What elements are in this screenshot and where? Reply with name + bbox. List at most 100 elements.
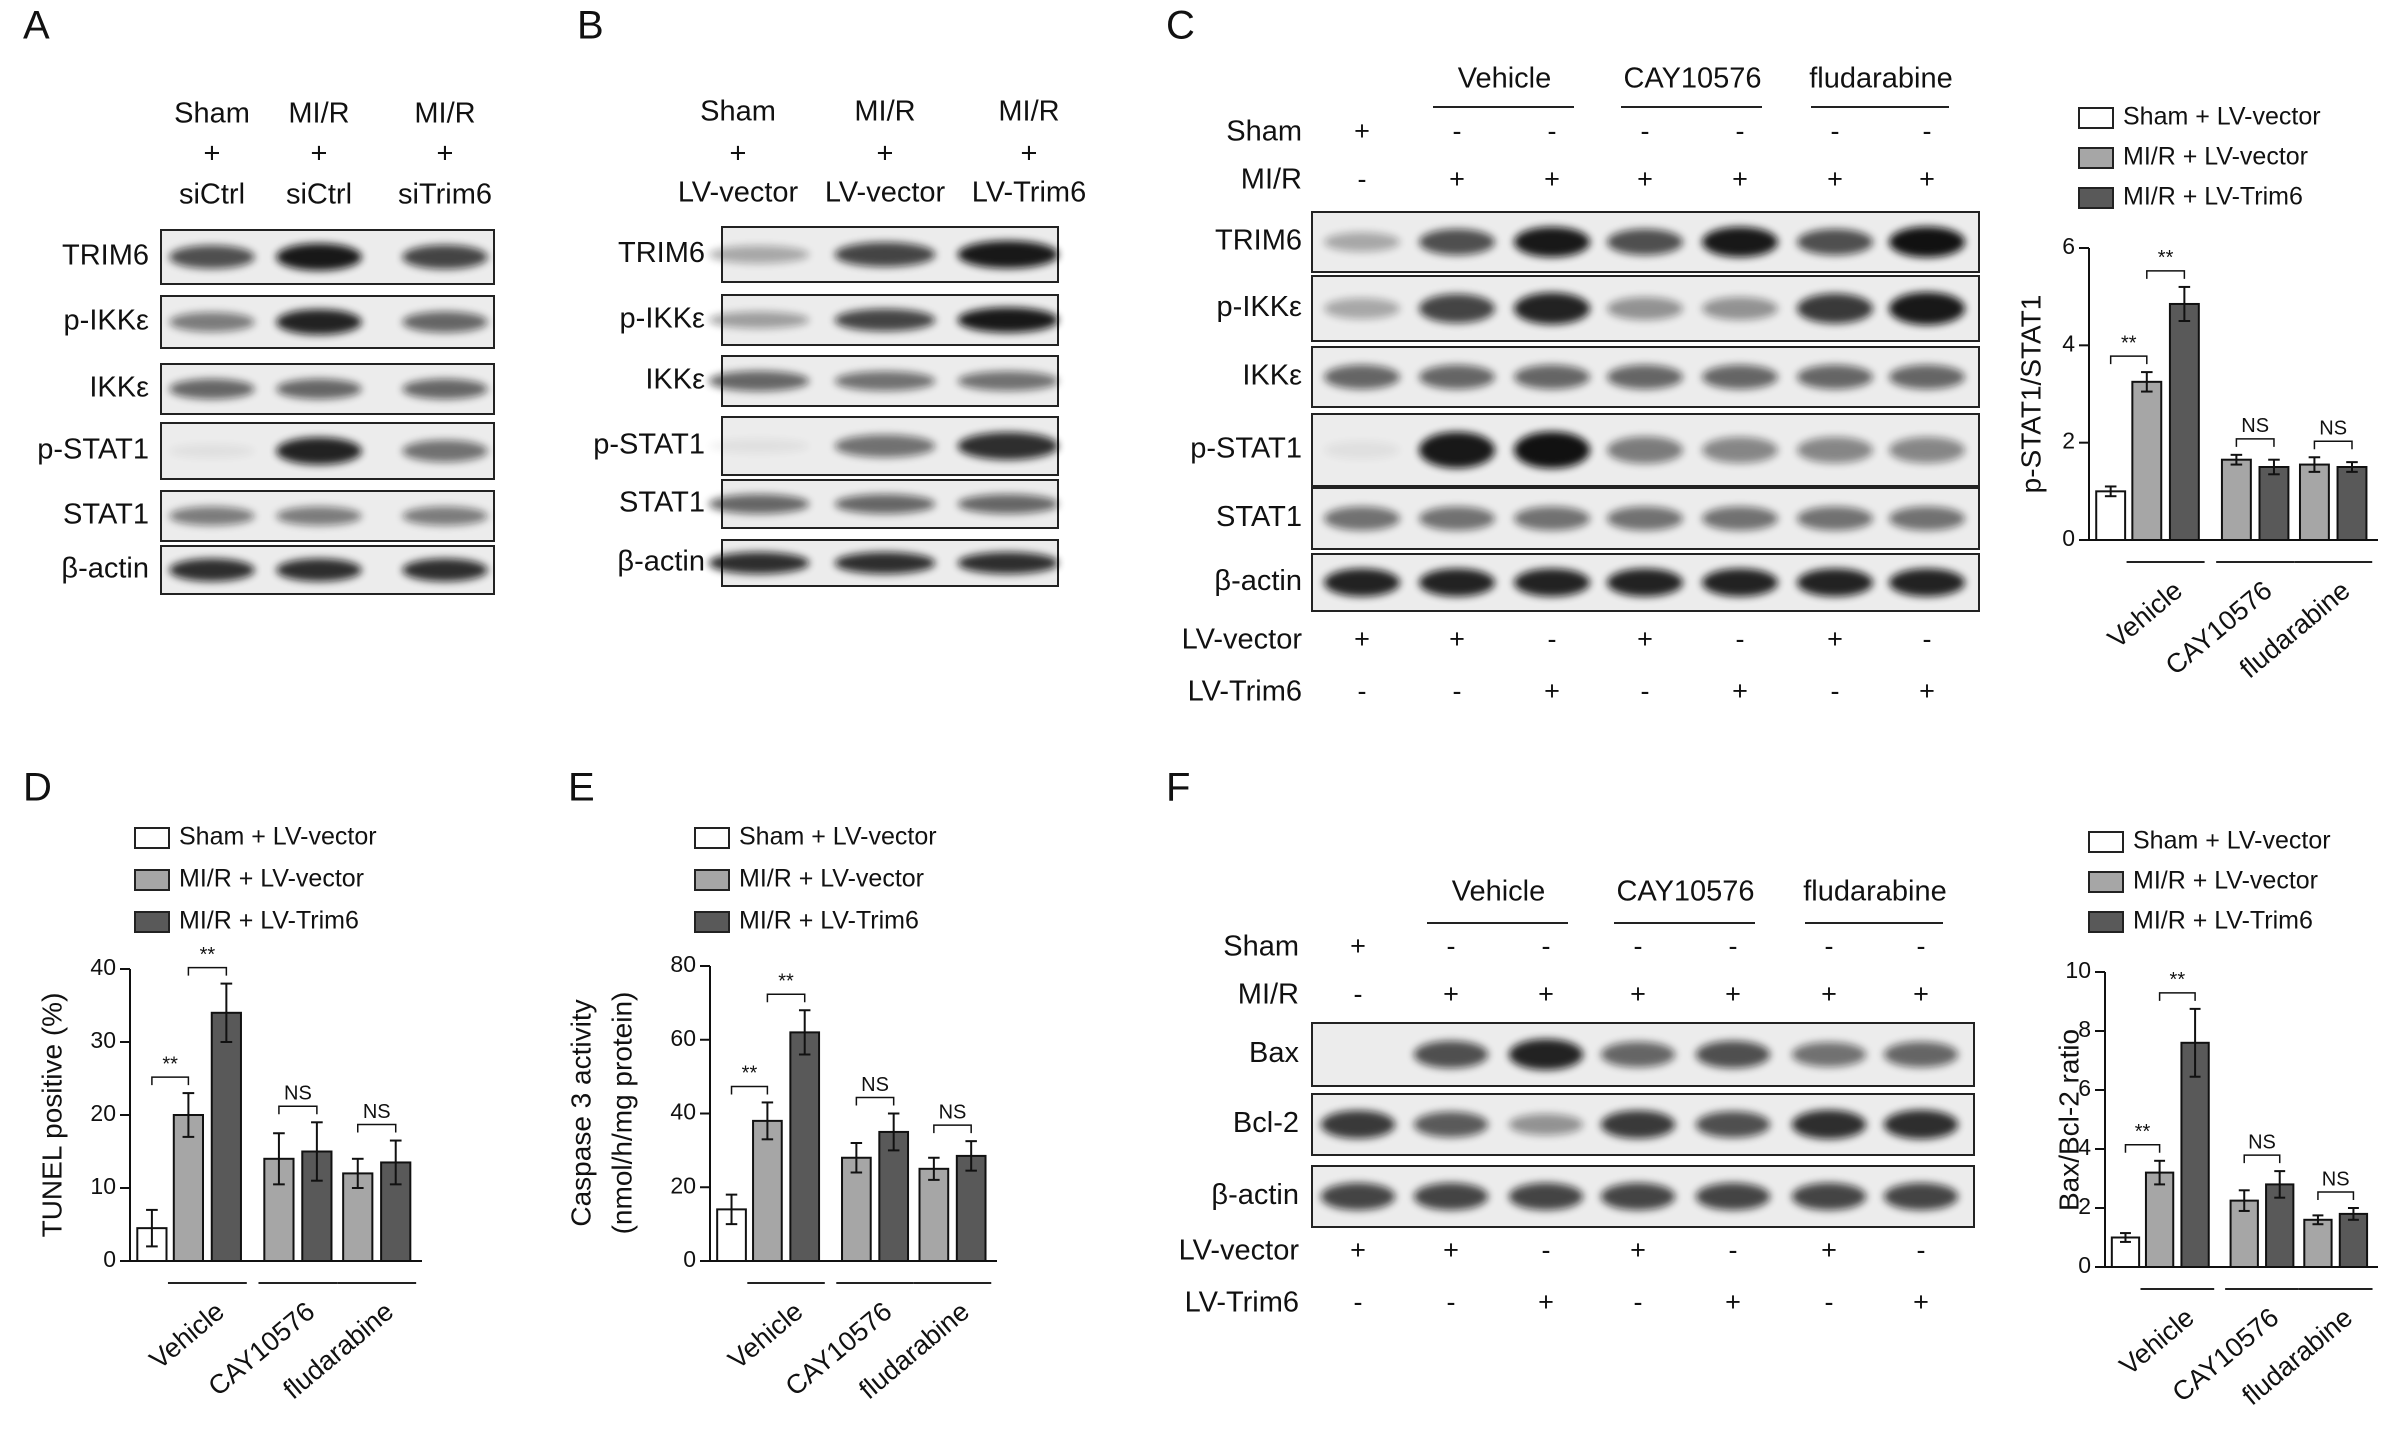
blot-band bbox=[1320, 1110, 1396, 1139]
blot-band bbox=[1702, 364, 1778, 390]
significance-label: NS bbox=[284, 1083, 312, 1105]
x-tick-label: Vehicle bbox=[2102, 575, 2188, 654]
row-label: TRIM6 bbox=[1215, 225, 1302, 257]
significance-label: NS bbox=[2322, 1168, 2350, 1190]
y-tick-label: 10 bbox=[2065, 957, 2091, 983]
condition-sign: - bbox=[1548, 624, 1557, 654]
row-label: p-IKKε bbox=[1217, 291, 1303, 323]
y-axis-label: (nmol/h/mg protein) bbox=[606, 992, 637, 1235]
condition-sign: + bbox=[1732, 164, 1748, 194]
legend-swatch bbox=[694, 827, 730, 849]
blot-band bbox=[276, 558, 362, 582]
blot-band bbox=[1600, 1110, 1676, 1139]
blot-band bbox=[1889, 364, 1965, 390]
condition-sign: - bbox=[1923, 116, 1932, 146]
panel-letter: F bbox=[1166, 766, 1190, 810]
blot-band bbox=[708, 311, 810, 329]
blot-band bbox=[708, 494, 810, 514]
condition-sign: - bbox=[1453, 116, 1462, 146]
blot-band bbox=[708, 438, 810, 454]
condition-sign: + bbox=[1821, 979, 1837, 1009]
significance-bracket bbox=[933, 1124, 972, 1134]
blot-band bbox=[957, 552, 1059, 574]
blot-band bbox=[1702, 506, 1778, 531]
blot-band bbox=[957, 371, 1059, 391]
condition-sign: + bbox=[1354, 624, 1370, 654]
significance-bracket bbox=[766, 993, 806, 1003]
blot-band bbox=[276, 309, 362, 335]
legend-label: Sham + LV-vector bbox=[179, 823, 377, 851]
bar bbox=[918, 1167, 950, 1262]
blot-band bbox=[834, 242, 936, 267]
row-label: p-STAT1 bbox=[37, 434, 149, 466]
significance-label: ** bbox=[2170, 969, 2186, 991]
row-label: β-actin bbox=[61, 553, 149, 585]
legend-label: Sham + LV-vector bbox=[2123, 103, 2321, 131]
condition-sign: + bbox=[1443, 1235, 1459, 1265]
condition-sign: - bbox=[1736, 116, 1745, 146]
blot-band bbox=[1791, 1109, 1867, 1140]
group-header: fludarabine bbox=[1803, 876, 1947, 908]
row-label: p-STAT1 bbox=[593, 429, 705, 461]
legend-label: MI/R + LV-Trim6 bbox=[2133, 907, 2313, 935]
condition-label: LV-vector bbox=[1182, 624, 1303, 656]
condition-sign: + bbox=[1630, 1235, 1646, 1265]
condition-sign: + bbox=[1630, 979, 1646, 1009]
bar bbox=[789, 1031, 821, 1262]
blot-band bbox=[1514, 292, 1590, 325]
group-header: fludarabine bbox=[1809, 63, 1953, 95]
column-header: LV-Trim6 bbox=[972, 177, 1086, 209]
blot-band bbox=[1324, 297, 1400, 320]
condition-sign: + bbox=[1827, 624, 1843, 654]
y-tick-label: 0 bbox=[103, 1246, 116, 1272]
condition-sign: + bbox=[1544, 676, 1560, 706]
blot-band bbox=[1883, 1109, 1959, 1140]
blot-band bbox=[1413, 1040, 1489, 1069]
y-tick-label: 0 bbox=[2062, 525, 2075, 551]
blot-band bbox=[276, 378, 362, 400]
blot-band bbox=[402, 506, 488, 526]
significance-bracket bbox=[2243, 1154, 2281, 1164]
y-tick-label: 0 bbox=[2078, 1252, 2091, 1278]
condition-sign: + bbox=[1732, 676, 1748, 706]
significance-label: ** bbox=[778, 971, 794, 993]
condition-sign: - bbox=[1825, 1287, 1834, 1317]
significance-label: ** bbox=[162, 1053, 178, 1075]
y-tick-label: 6 bbox=[2078, 1075, 2091, 1101]
significance-label: ** bbox=[742, 1063, 758, 1085]
blot-band bbox=[834, 434, 936, 458]
blot-band bbox=[1324, 568, 1400, 597]
significance-bracket bbox=[855, 1096, 895, 1106]
blot-band bbox=[1607, 436, 1683, 464]
y-tick-label: 20 bbox=[90, 1100, 116, 1126]
bar bbox=[2180, 1041, 2210, 1269]
row-label: β-actin bbox=[1214, 565, 1302, 597]
blot-band bbox=[1791, 1182, 1867, 1211]
blot-band bbox=[1514, 568, 1590, 597]
blot-band bbox=[1695, 1182, 1771, 1211]
condition-sign: + bbox=[1443, 979, 1459, 1009]
condition-sign: - bbox=[1831, 676, 1840, 706]
blot-band bbox=[402, 378, 488, 400]
bar bbox=[2298, 463, 2330, 542]
condition-sign: + bbox=[1821, 1235, 1837, 1265]
legend-swatch bbox=[2078, 147, 2114, 169]
blot-band bbox=[1702, 226, 1778, 258]
row-label: TRIM6 bbox=[62, 240, 149, 272]
y-tick-label: 4 bbox=[2078, 1134, 2091, 1160]
condition-sign: - bbox=[1641, 676, 1650, 706]
condition-sign: - bbox=[1923, 624, 1932, 654]
bar bbox=[172, 1114, 205, 1262]
bar bbox=[2220, 458, 2252, 542]
y-tick-label: 8 bbox=[2078, 1016, 2091, 1042]
significance-label: NS bbox=[2248, 1131, 2276, 1153]
condition-sign: - bbox=[1634, 1287, 1643, 1317]
blot-band bbox=[402, 439, 488, 463]
column-header: MI/R bbox=[998, 96, 1059, 128]
y-tick-label: 30 bbox=[90, 1027, 116, 1053]
group-header: Vehicle bbox=[1458, 63, 1552, 95]
bar bbox=[210, 1011, 242, 1262]
y-tick-label: 6 bbox=[2062, 233, 2075, 259]
significance-label: NS bbox=[939, 1101, 967, 1123]
